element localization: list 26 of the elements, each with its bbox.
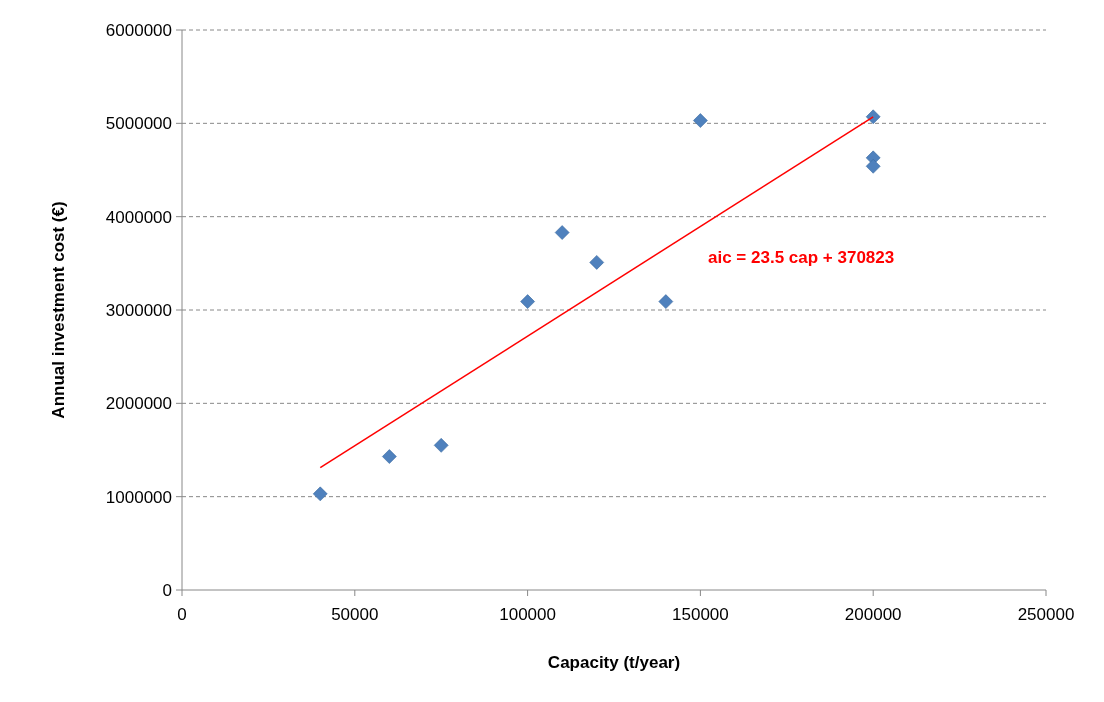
y-axis-title: Annual investment cost (€) [49, 201, 68, 419]
point [865, 109, 881, 125]
y-tick-label: 2000000 [105, 394, 172, 414]
point [520, 294, 535, 309]
y-tick-label: 4000000 [105, 207, 172, 227]
y-tick-label: 0 [162, 580, 172, 600]
point [589, 255, 605, 270]
point [865, 158, 881, 174]
x-tick-label: 100000 [499, 605, 556, 624]
y-tick-label: 5000000 [105, 114, 172, 134]
point [658, 294, 674, 309]
x-axis-title: Capacity (t/year) [547, 653, 681, 672]
x-tick-label: 0 [177, 605, 187, 624]
x-tick-label: 50000 [331, 605, 379, 624]
point [433, 438, 449, 453]
point [693, 113, 708, 128]
y-tick-label: 6000000 [105, 20, 172, 40]
point [312, 486, 328, 502]
x-tick-label: 150000 [672, 605, 729, 624]
x-tick-label: 250000 [1017, 605, 1075, 624]
y-tick-label: 1000000 [105, 487, 172, 507]
annotation: aic = 23.5 cap + 370823 [708, 247, 895, 267]
x-tick-label: 200000 [844, 605, 902, 624]
point [554, 225, 570, 240]
y-tick-label: 3000000 [105, 300, 172, 320]
point [382, 449, 397, 464]
